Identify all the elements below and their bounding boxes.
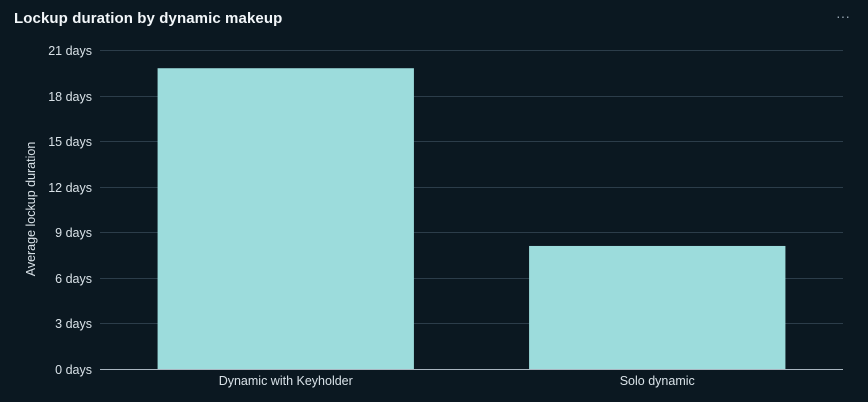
bar-1[interactable] <box>157 68 414 369</box>
bar-2[interactable] <box>529 245 786 369</box>
y-tick-label: 0 days <box>55 363 92 377</box>
y-tick-label: 15 days <box>48 135 92 149</box>
x-tick-label: Solo dynamic <box>620 374 695 388</box>
y-tick-label: 12 days <box>48 181 92 195</box>
y-tick-label: 6 days <box>55 272 92 286</box>
x-tick-label: Dynamic with Keyholder <box>219 374 353 388</box>
bar-layer <box>157 68 786 369</box>
y-tick-label: 3 days <box>55 317 92 331</box>
chart-title: Lockup duration by dynamic makeup <box>14 10 283 27</box>
y-tick-label: 21 days <box>48 44 92 58</box>
y-tick-label: 9 days <box>55 226 92 240</box>
axis-layer: 0 days 3 days 6 days 9 days 12 days 15 days 18… <box>48 44 843 388</box>
y-tick-label: 18 days <box>48 90 92 104</box>
y-axis-title: Average lockup duration <box>24 142 38 277</box>
more-options-icon[interactable]: ··· <box>836 8 850 24</box>
